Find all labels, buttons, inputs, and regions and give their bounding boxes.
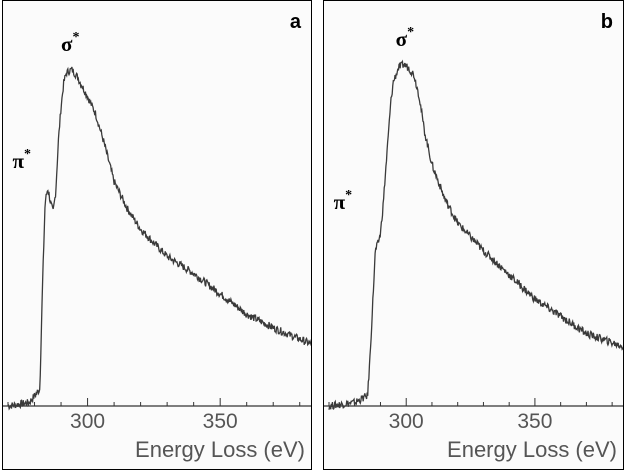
spectrum-line [7, 66, 311, 411]
spectrum-panel-a: a σ* π* 300 350 Energy Loss (eV) [2, 0, 312, 470]
panel-letter-a: a [289, 11, 301, 33]
spectrum-line [328, 59, 623, 410]
x-tick-label: 300 [70, 410, 106, 433]
x-tick-label: 350 [517, 410, 553, 433]
sigma-star-label-a: σ* [61, 30, 80, 56]
x-tick-label: 300 [388, 410, 424, 433]
x-axis-label-a: Energy Loss (eV) [135, 437, 305, 462]
pi-star-label-a: π* [12, 146, 31, 173]
pi-star-label-b: π* [333, 188, 353, 215]
panel-letter-b: b [600, 11, 613, 33]
spectrum-plot-a [3, 66, 311, 411]
x-tick-label: 350 [202, 410, 238, 433]
x-axis-label-b: Energy Loss (eV) [447, 437, 617, 462]
spectrum-plot-b [324, 59, 623, 410]
sigma-star-label-b: σ* [395, 25, 415, 51]
spectrum-panel-b: b σ* π* 300 350 Energy Loss (eV) [323, 0, 624, 470]
